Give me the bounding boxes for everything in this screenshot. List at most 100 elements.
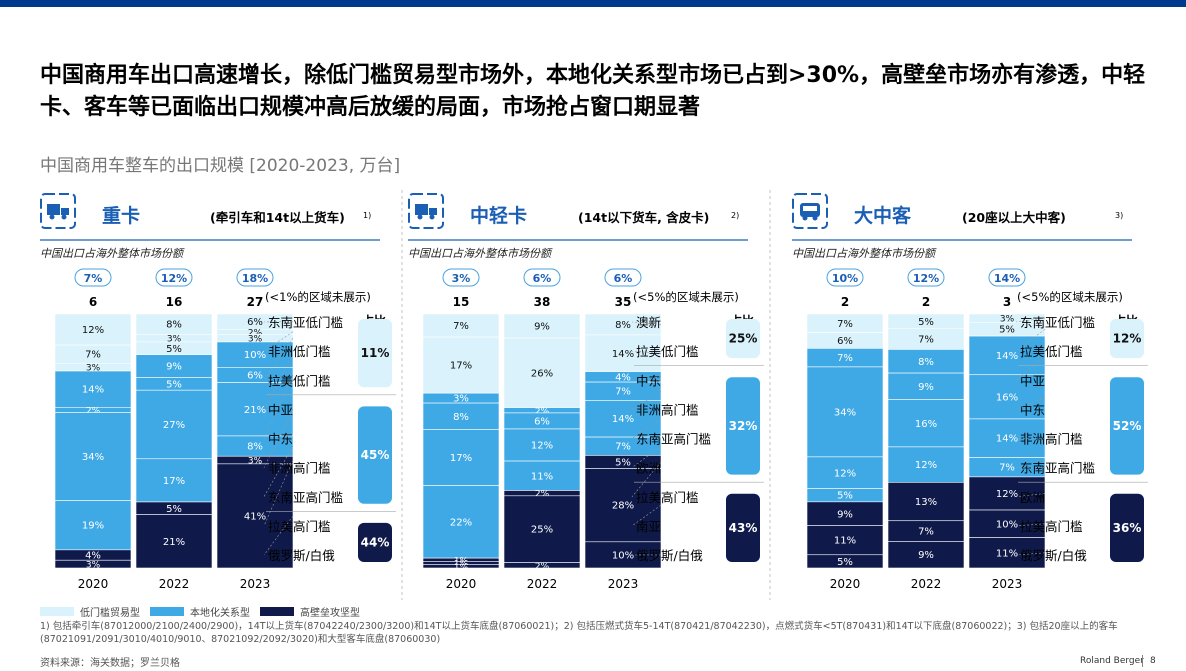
legend-local: 本地化关系型: [150, 604, 250, 619]
share-pill: [604, 268, 642, 287]
share-pill: [236, 268, 274, 287]
bar-total: 2: [841, 295, 849, 309]
truck-heavy-icon-cab: [61, 208, 69, 215]
bar-segment: [887, 482, 965, 522]
region-label: 东南亚高门槛: [268, 490, 343, 505]
segment-label: 17%: [450, 361, 472, 372]
segment-label: 9%: [534, 322, 550, 333]
segment-label: 6%: [247, 317, 263, 328]
region-label: 拉美高门槛: [268, 519, 331, 534]
source-note: 资料来源：海关数据；罗兰贝格: [40, 658, 180, 669]
region-label: 拉美低门槛: [268, 373, 331, 388]
legend-swatch-high: [260, 607, 294, 616]
region-connector: [1015, 493, 1046, 498]
region-label: 中亚: [268, 402, 293, 417]
segment-label: 22%: [450, 517, 472, 528]
bar-total: 3: [1003, 295, 1011, 309]
bar-segment: [54, 412, 132, 501]
segment-label: 7%: [615, 442, 631, 453]
region-connector: [1015, 552, 1046, 556]
segment-label: 6%: [837, 336, 853, 347]
group-share-value: 44%: [361, 535, 390, 549]
bar-segment: [968, 537, 1046, 569]
group-share-badge: [358, 406, 392, 504]
x-tick-label: 2022: [159, 577, 190, 591]
bar-total: 35: [615, 295, 632, 309]
segment-label: 3%: [453, 394, 469, 405]
region-label: 拉美低门槛: [1020, 344, 1083, 359]
bar-segment: [216, 341, 294, 368]
region-label: 非洲低门槛: [268, 344, 331, 359]
bar-segment: [968, 335, 1046, 376]
segment-label: 11%: [996, 548, 1018, 559]
share-value: 10%: [832, 272, 858, 285]
segment-label: 10%: [244, 350, 266, 361]
group-share-badge: [726, 377, 760, 475]
segment-label: 5%: [837, 557, 853, 568]
segment-label: 4%: [615, 372, 631, 383]
segment-label: 5%: [615, 457, 631, 468]
bar-segment: [216, 463, 294, 569]
region-label: 欧洲: [636, 461, 661, 476]
panel-footnote-ref: 1): [363, 211, 371, 220]
region-connector: [1015, 396, 1046, 410]
segment-label: 1%: [454, 563, 469, 573]
region-connector: [263, 409, 294, 468]
segment-label: 9%: [918, 382, 934, 393]
bar-total: 2: [922, 295, 930, 309]
region-label: 拉美高门槛: [1020, 519, 1083, 534]
bar-segment: [887, 541, 965, 569]
bar-segment: [135, 514, 213, 569]
bar-total: 38: [534, 295, 551, 309]
x-tick-label: 2023: [608, 577, 639, 591]
panel-title: 中轻卡: [470, 204, 527, 227]
bar-segment: [503, 337, 581, 408]
truck-light-icon-frame: [408, 193, 444, 229]
share-pill: [523, 268, 561, 287]
segment-label: 8%: [166, 320, 182, 331]
segment-label: 25%: [531, 525, 553, 536]
segment-label: 5%: [999, 325, 1015, 336]
bar-segment: [422, 402, 500, 430]
segment-label: 14%: [82, 385, 104, 396]
group-share-badge: [726, 493, 760, 562]
brand-name: Roland Berger: [1080, 656, 1144, 666]
bar-segment: [887, 372, 965, 400]
bar-segment: [503, 562, 581, 569]
segment-label: 34%: [834, 407, 856, 418]
region-connector: [631, 390, 662, 410]
region-connector: [1015, 523, 1046, 527]
region-label: 俄罗斯/白俄: [636, 548, 703, 563]
legend-label-low: 低门槛贸易型: [80, 608, 140, 619]
legend-swatch-local: [150, 607, 184, 616]
segment-label: 3%: [86, 364, 101, 374]
x-tick-label: 2020: [78, 577, 109, 591]
group-share-badge: [1110, 319, 1144, 359]
segment-label: 14%: [612, 349, 634, 360]
region-label: 东南亚低门槛: [268, 315, 343, 330]
truck-heavy-icon-wheel: [61, 214, 67, 220]
truck-light-icon: [415, 204, 428, 215]
region-connector: [631, 350, 662, 354]
segment-label: 14%: [996, 434, 1018, 445]
bus-icon-frame: [792, 193, 828, 229]
share-value: 18%: [242, 272, 268, 285]
share-pill: [155, 268, 193, 287]
group-share-value: 25%: [729, 332, 758, 346]
bar-segment: [806, 456, 884, 489]
segment-label: 3%: [248, 335, 263, 345]
bar-segment: [887, 399, 965, 448]
region-connector: [631, 461, 662, 497]
segment-label: 12%: [531, 441, 553, 452]
share-pill: [907, 268, 945, 287]
region-label: 东南亚高门槛: [636, 432, 711, 447]
share-pill: [988, 268, 1026, 287]
segment-label: 9%: [837, 509, 853, 520]
omit-note: (<5%的区域未展示): [1017, 290, 1123, 304]
segment-label: 26%: [531, 368, 553, 379]
panel-subtitle: (20座以上大中客): [962, 210, 1066, 225]
segment-label: 12%: [996, 489, 1018, 500]
legend-high: 高壁垒攻坚型: [260, 604, 360, 619]
legend-label-high: 高壁垒攻坚型: [300, 608, 360, 619]
